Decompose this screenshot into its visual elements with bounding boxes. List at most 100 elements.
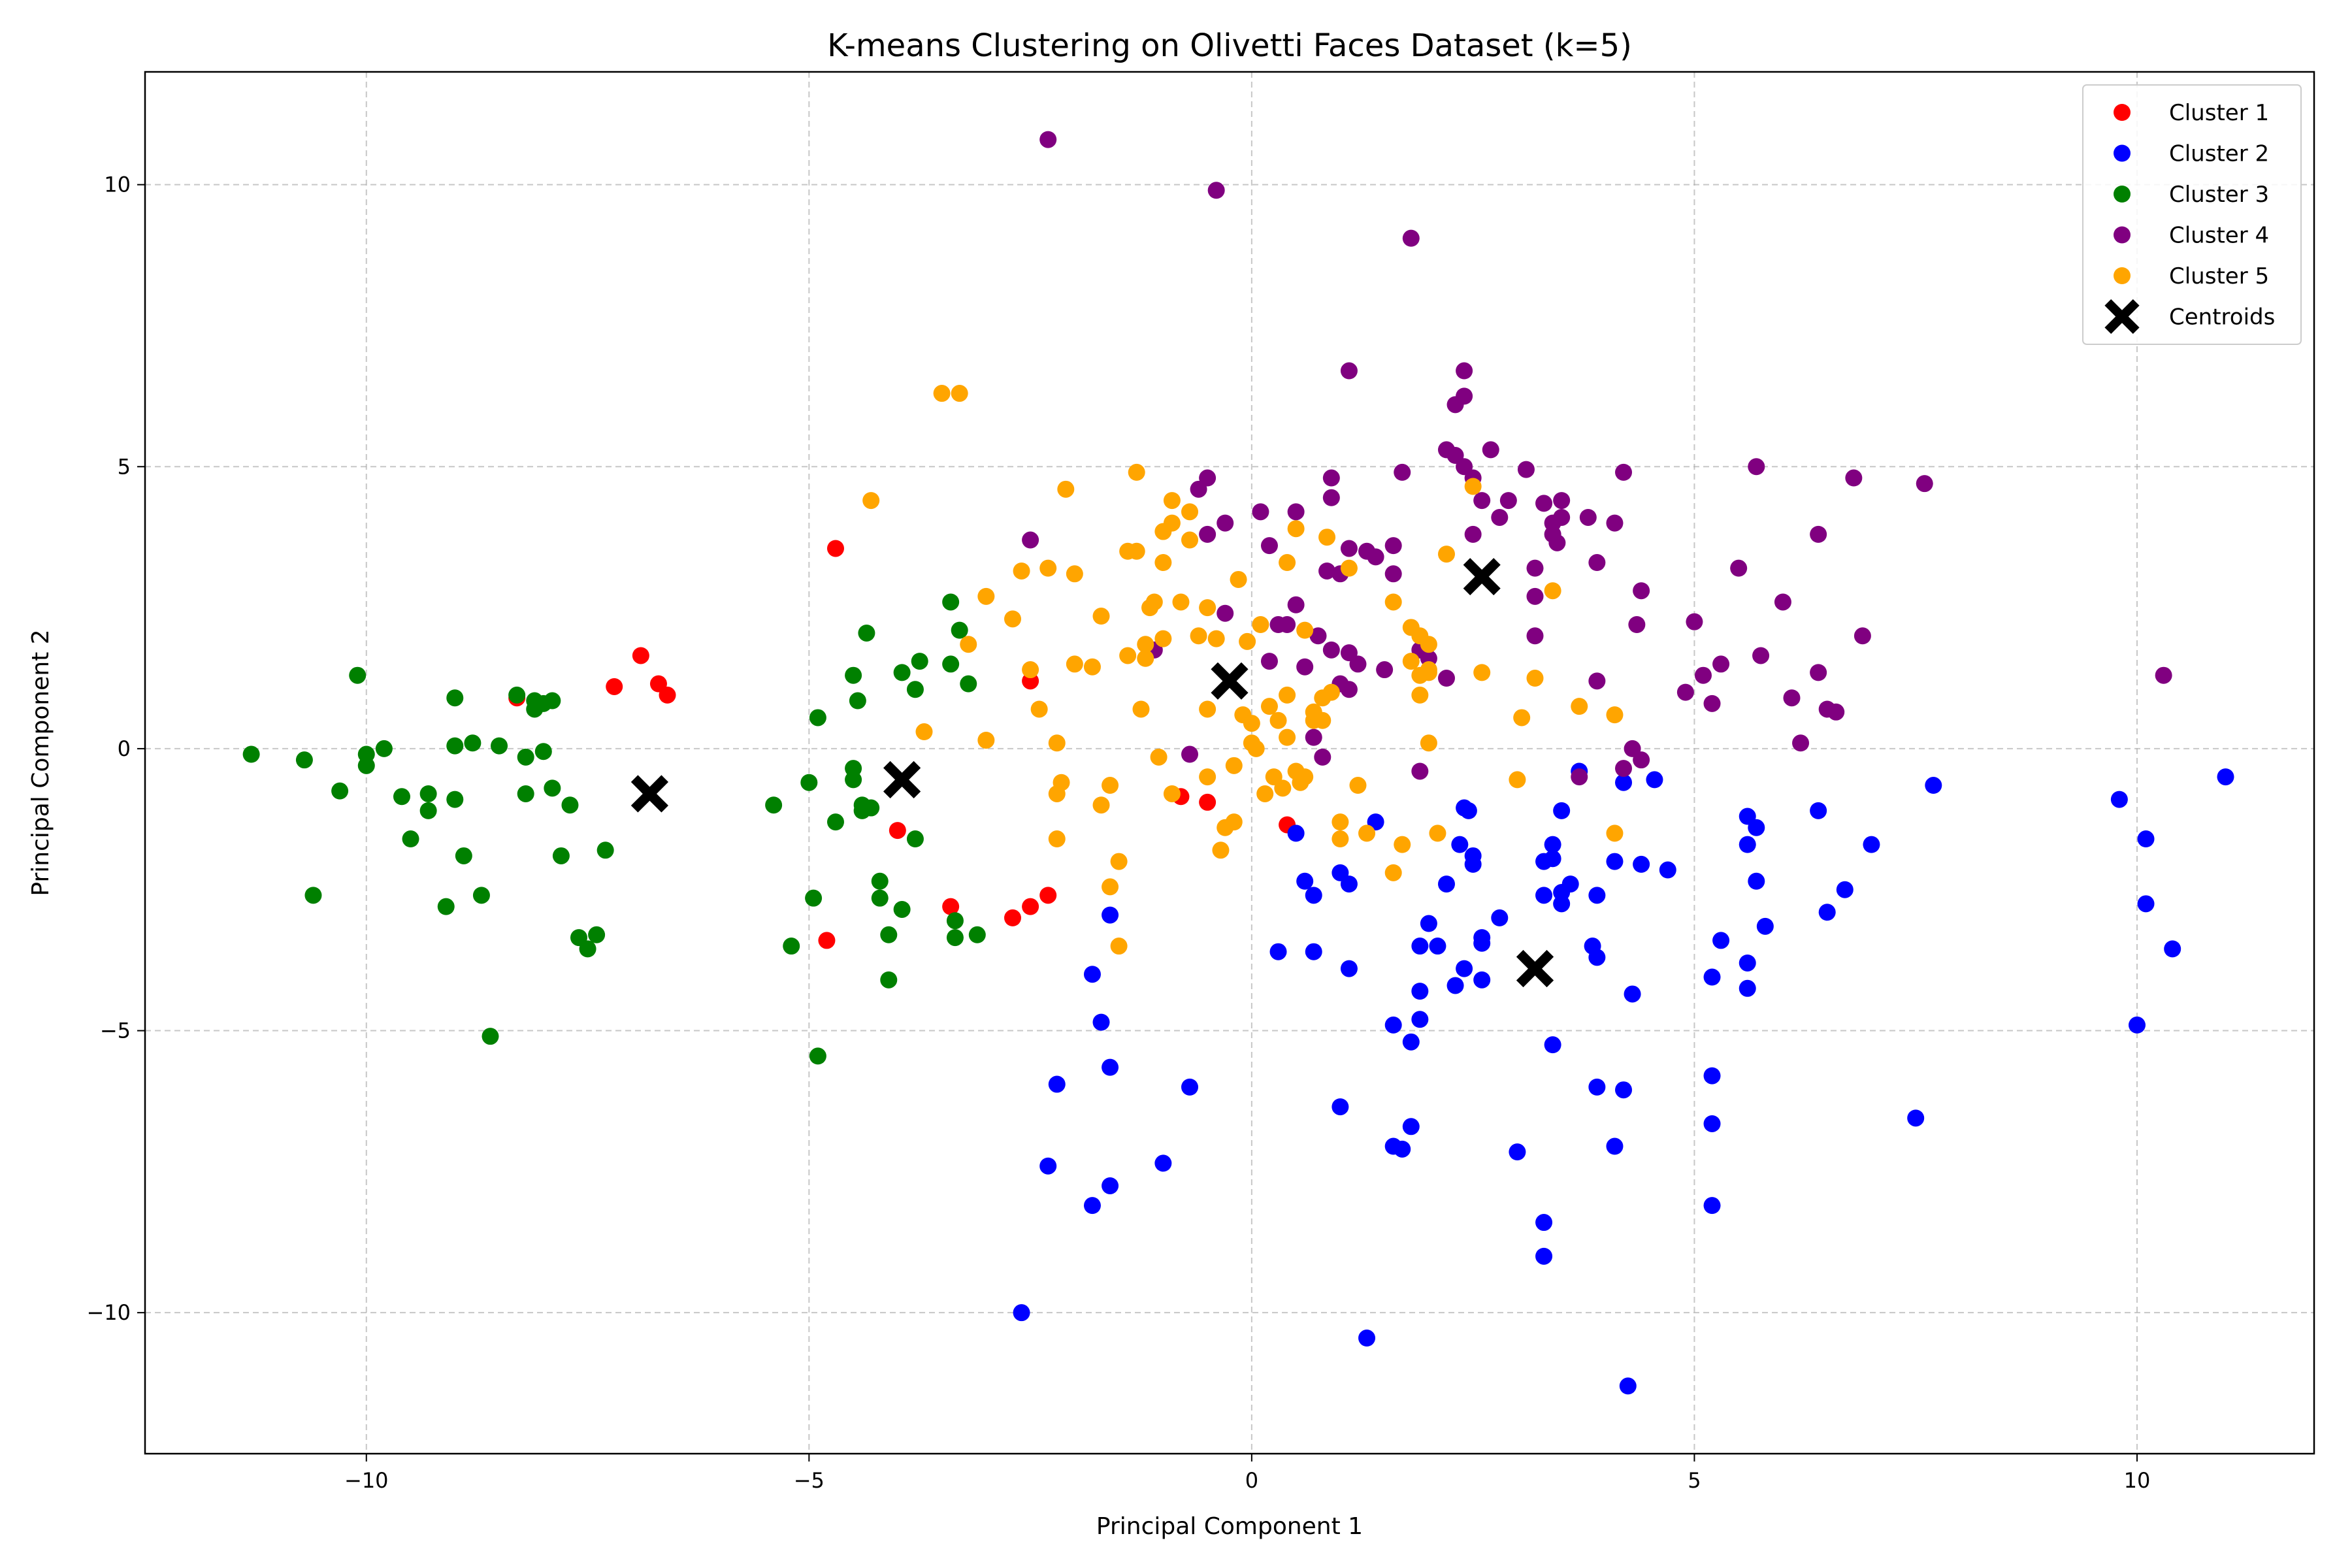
data-point bbox=[1624, 985, 1641, 1003]
data-point bbox=[1535, 495, 1553, 512]
centroid-marker bbox=[1514, 948, 1556, 990]
data-point bbox=[1260, 537, 1278, 555]
centroid-marker bbox=[629, 773, 670, 815]
legend-label: Centroids bbox=[2169, 304, 2275, 331]
data-point bbox=[1296, 658, 1314, 676]
data-point bbox=[446, 791, 464, 808]
data-point bbox=[1384, 565, 1402, 583]
data-point bbox=[482, 1028, 499, 1045]
data-point bbox=[1792, 734, 1810, 752]
data-point bbox=[1269, 943, 1287, 960]
data-point bbox=[1464, 855, 1482, 873]
data-point bbox=[1279, 554, 1296, 572]
y-tick-label: 5 bbox=[118, 454, 131, 479]
data-point bbox=[1676, 683, 1694, 701]
data-point bbox=[1561, 875, 1579, 893]
data-point bbox=[1092, 608, 1110, 625]
data-point bbox=[960, 636, 977, 653]
data-point bbox=[1279, 728, 1296, 746]
data-point bbox=[1217, 514, 1234, 532]
data-point bbox=[809, 1047, 826, 1065]
data-point bbox=[1331, 830, 1349, 848]
data-point bbox=[1225, 757, 1243, 774]
legend-marker bbox=[2114, 144, 2131, 162]
data-point bbox=[1411, 983, 1429, 1000]
data-point bbox=[1048, 1075, 1066, 1093]
data-point bbox=[1748, 819, 1765, 836]
data-point bbox=[1102, 1058, 1119, 1076]
data-point bbox=[906, 681, 924, 698]
data-point bbox=[1402, 1033, 1420, 1051]
data-point bbox=[2110, 791, 2128, 808]
data-point bbox=[1703, 694, 1721, 712]
data-point bbox=[951, 621, 968, 639]
legend-label: Cluster 4 bbox=[2169, 223, 2269, 249]
data-point bbox=[1092, 1013, 1110, 1031]
legend-marker bbox=[2114, 226, 2131, 244]
data-point bbox=[1269, 711, 1287, 729]
data-point bbox=[1013, 1304, 1030, 1322]
data-point bbox=[1588, 1078, 1606, 1096]
data-point bbox=[1287, 596, 1305, 613]
y-axis-label: Principal Component 2 bbox=[27, 629, 54, 896]
data-point bbox=[826, 540, 844, 557]
data-point bbox=[1239, 632, 1256, 650]
data-point bbox=[2155, 666, 2172, 684]
centroid-marker bbox=[1209, 660, 1250, 702]
data-point bbox=[1619, 1377, 1637, 1395]
data-point bbox=[889, 822, 906, 840]
data-point bbox=[1818, 904, 1836, 921]
data-point bbox=[862, 492, 880, 510]
data-point bbox=[1137, 636, 1154, 653]
data-point bbox=[596, 841, 614, 859]
data-point bbox=[1260, 653, 1278, 670]
data-point bbox=[544, 692, 561, 710]
data-point bbox=[1499, 492, 1517, 510]
x-axis-label: Principal Component 1 bbox=[1096, 1513, 1363, 1540]
data-point bbox=[942, 898, 960, 915]
data-point bbox=[1748, 458, 1765, 476]
data-point bbox=[446, 689, 464, 707]
data-point bbox=[1212, 841, 1230, 859]
y-tick-label: 0 bbox=[118, 736, 131, 761]
data-point bbox=[1384, 537, 1402, 555]
series-centroids bbox=[629, 556, 1556, 990]
data-point bbox=[1544, 582, 1561, 600]
data-point bbox=[393, 788, 410, 806]
data-point bbox=[1199, 700, 1217, 718]
data-point bbox=[1526, 627, 1544, 645]
series-cluster-3 bbox=[242, 593, 986, 1065]
data-point bbox=[1039, 1157, 1057, 1175]
data-point bbox=[1810, 664, 1827, 681]
data-point bbox=[1340, 681, 1358, 698]
data-point bbox=[1309, 627, 1327, 645]
legend-label: Cluster 5 bbox=[2169, 263, 2269, 289]
data-point bbox=[1615, 1081, 1633, 1099]
data-point bbox=[1615, 463, 1633, 481]
legend: Cluster 1 Cluster 2 Cluster 3 Cluster 4 Clus… bbox=[2082, 84, 2302, 345]
data-point bbox=[1783, 689, 1801, 707]
data-point bbox=[1296, 621, 1314, 639]
data-point bbox=[1163, 785, 1181, 802]
legend-label: Cluster 3 bbox=[2169, 182, 2269, 208]
data-point bbox=[1553, 492, 1571, 510]
data-point bbox=[1083, 658, 1101, 676]
data-point bbox=[561, 796, 579, 814]
data-point bbox=[1349, 655, 1367, 673]
data-point bbox=[304, 887, 322, 904]
data-point bbox=[2217, 768, 2234, 786]
data-point bbox=[849, 692, 866, 710]
data-point bbox=[915, 723, 933, 741]
data-point bbox=[1456, 387, 1473, 405]
data-point bbox=[1030, 700, 1048, 718]
data-point bbox=[1322, 489, 1340, 506]
data-point bbox=[402, 830, 419, 848]
data-point bbox=[1296, 872, 1314, 890]
data-point bbox=[1083, 1197, 1101, 1215]
data-point bbox=[606, 678, 623, 695]
data-point bbox=[1013, 562, 1030, 580]
data-point bbox=[437, 898, 455, 915]
data-point bbox=[1606, 853, 1624, 870]
data-point bbox=[1252, 503, 1269, 521]
centroid-marker bbox=[881, 759, 923, 800]
